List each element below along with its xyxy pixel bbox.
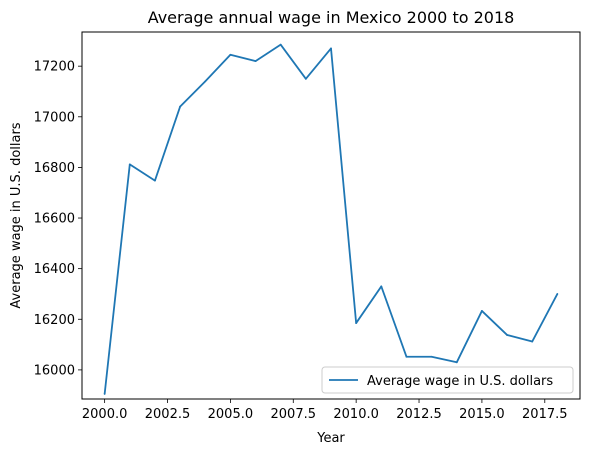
x-tick-label: 2002.5 bbox=[145, 407, 191, 422]
data-point bbox=[154, 179, 156, 182]
x-tick-label: 2010.0 bbox=[333, 407, 379, 422]
axis-ticks: 2000.0 2002.5 2005.0 2007.5 2010.0 2012.5 2015… bbox=[34, 60, 568, 422]
data-point bbox=[204, 80, 207, 83]
y-tick-label: 16800 bbox=[34, 161, 75, 176]
data-point bbox=[355, 322, 358, 324]
x-tick-label: 2012.5 bbox=[396, 407, 442, 422]
series-layer bbox=[103, 43, 559, 395]
data-point bbox=[531, 340, 534, 343]
y-axis-label: Average wage in U.S. dollars bbox=[9, 122, 24, 308]
data-point bbox=[506, 334, 508, 336]
y-tick-label: 16000 bbox=[34, 363, 75, 378]
plot-area bbox=[81, 31, 581, 400]
data-point bbox=[330, 47, 332, 50]
x-tick-label: 2017.5 bbox=[522, 407, 568, 422]
x-tick-label: 2007.5 bbox=[271, 407, 317, 422]
data-point bbox=[128, 163, 131, 166]
legend-box bbox=[321, 366, 574, 394]
data-point bbox=[254, 60, 257, 63]
data-point bbox=[455, 361, 458, 364]
data-point bbox=[279, 43, 282, 46]
data-point bbox=[556, 293, 559, 295]
x-axis-label: Year bbox=[316, 431, 345, 446]
y-tick-label: 17000 bbox=[34, 110, 75, 125]
legend-label: Average wage in U.S. dollars bbox=[367, 374, 553, 389]
y-tick-label: 16600 bbox=[34, 212, 75, 227]
x-tick-label: 2005.0 bbox=[208, 407, 254, 422]
data-point bbox=[103, 393, 106, 395]
x-tick-label: 2015.0 bbox=[459, 407, 505, 422]
data-point bbox=[179, 105, 181, 108]
data-point bbox=[380, 285, 383, 288]
data-point bbox=[481, 310, 483, 312]
y-tick-label: 16200 bbox=[34, 313, 75, 328]
data-point bbox=[405, 355, 408, 358]
chart-title: Average annual wage in Mexico 2000 to 20… bbox=[148, 8, 515, 27]
data-point bbox=[229, 53, 232, 56]
data-point bbox=[304, 77, 307, 80]
x-tick-label: 2000.0 bbox=[82, 407, 128, 422]
legend: Average wage in U.S. dollars bbox=[321, 366, 574, 394]
y-tick-label: 17200 bbox=[34, 60, 75, 75]
y-tick-label: 16400 bbox=[34, 262, 75, 277]
data-point bbox=[430, 355, 433, 358]
